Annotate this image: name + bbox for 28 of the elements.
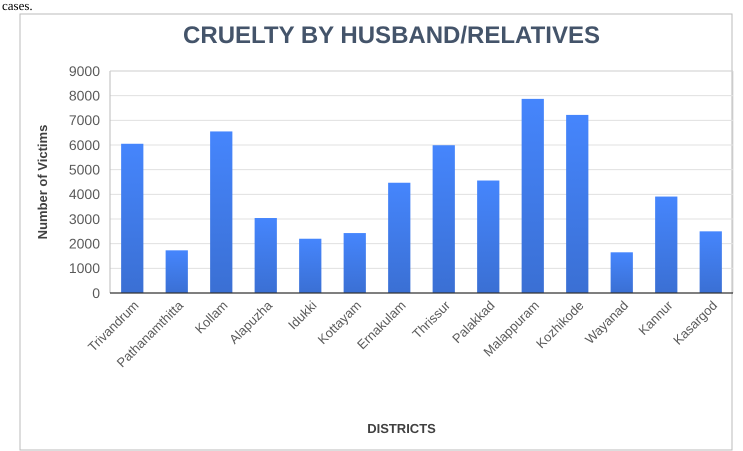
- bar: [299, 238, 322, 293]
- chart-title: CRUELTY BY HUSBAND/RELATIVES: [183, 22, 600, 49]
- bar: [610, 252, 633, 293]
- bar: [166, 250, 188, 293]
- bar: [700, 231, 722, 293]
- bar: [522, 98, 544, 293]
- y-tick-label: 8000: [68, 88, 100, 104]
- y-tick-label: 3000: [68, 210, 100, 227]
- y-tick-label: 5000: [68, 162, 100, 178]
- bar: [432, 145, 455, 293]
- y-tick-label: 2000: [68, 236, 100, 252]
- y-tick-label: 1000: [68, 260, 100, 276]
- y-tick-label: 7000: [68, 112, 100, 128]
- bar: [254, 218, 277, 293]
- bar: [655, 196, 678, 293]
- bar: [121, 144, 144, 293]
- y-tick-label: 0: [92, 284, 100, 301]
- bar: [477, 180, 500, 293]
- bar: [344, 233, 366, 293]
- bar: [210, 131, 232, 293]
- bar: [566, 114, 588, 293]
- y-axis-title: Number of Victims: [35, 124, 50, 240]
- y-tick-label: 9000: [68, 62, 100, 79]
- x-axis-title: DISTRICTS: [367, 421, 436, 436]
- bar: [388, 182, 410, 293]
- y-tick-label: 4000: [68, 186, 100, 202]
- text: cases.: [2, 0, 33, 13]
- y-tick-label: 6000: [68, 136, 100, 153]
